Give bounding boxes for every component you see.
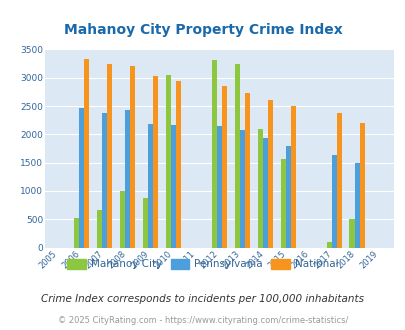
Bar [285,146,290,248]
Bar [336,113,341,248]
Bar [234,64,239,247]
Bar [124,110,130,248]
Bar [267,100,272,248]
Bar [211,60,216,247]
Bar [74,217,79,248]
Bar [147,124,152,248]
Text: © 2025 CityRating.com - https://www.cityrating.com/crime-statistics/: © 2025 CityRating.com - https://www.city… [58,316,347,325]
Bar [257,129,262,248]
Text: Crime Index corresponds to incidents per 100,000 inhabitants: Crime Index corresponds to incidents per… [41,294,364,304]
Bar [280,159,285,248]
Bar [349,219,354,248]
Bar [130,66,134,248]
Bar [96,210,102,248]
Bar [107,64,112,247]
Bar [290,106,295,248]
Bar [79,108,84,248]
Bar [165,75,171,248]
Bar [143,198,147,248]
Bar [175,81,181,248]
Legend: Mahanoy City, Pennsylvania, National: Mahanoy City, Pennsylvania, National [63,255,342,274]
Bar [119,191,124,248]
Bar [331,155,336,248]
Bar [216,126,221,248]
Bar [262,138,267,248]
Bar [244,93,249,248]
Text: Mahanoy City Property Crime Index: Mahanoy City Property Crime Index [64,23,341,37]
Bar [326,242,331,248]
Bar [152,76,158,248]
Bar [171,125,175,248]
Bar [102,114,107,248]
Bar [239,130,244,248]
Bar [84,58,89,247]
Bar [359,123,364,248]
Bar [354,163,359,248]
Bar [221,86,226,248]
